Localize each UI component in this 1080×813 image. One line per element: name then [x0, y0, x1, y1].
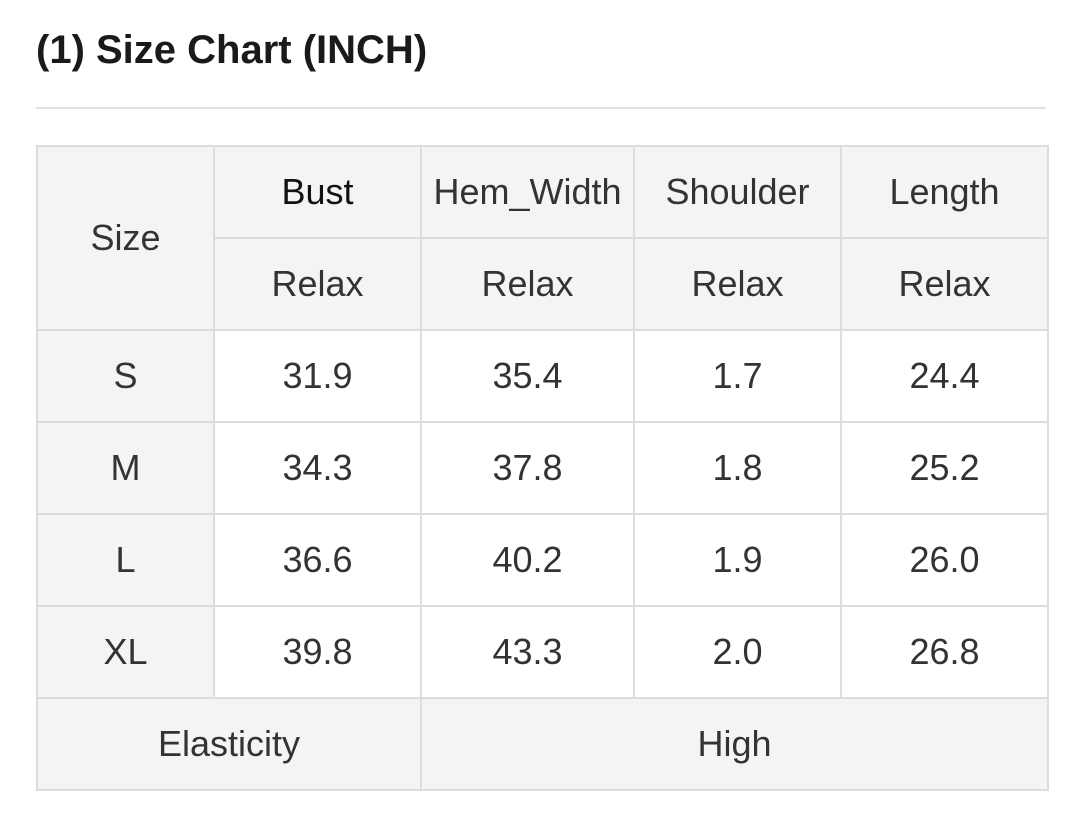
value-cell: 2.0	[633, 605, 842, 699]
page-title: (1) Size Chart (INCH)	[36, 28, 428, 72]
header-row: Size Bust Hem_Width Shoulder Length	[36, 145, 1049, 331]
subheader-cell: Relax	[213, 237, 422, 331]
value-cell: 26.8	[840, 605, 1049, 699]
size-chart-table: Size Bust Hem_Width Shoulder Length Rela…	[36, 145, 1049, 791]
subheader-row: Relax Relax Relax Relax	[37, 237, 1049, 331]
column-header-bust: Bust	[213, 145, 422, 239]
value-cell: 1.9	[633, 513, 842, 607]
value-cell: 34.3	[213, 421, 422, 515]
table-row: XL 39.8 43.3 2.0 26.8	[36, 605, 1049, 699]
value-cell: 43.3	[420, 605, 635, 699]
value-cell: 26.0	[840, 513, 1049, 607]
size-header: Size	[36, 145, 215, 331]
value-cell: 1.7	[633, 329, 842, 423]
size-cell: XL	[36, 605, 215, 699]
column-header-shoulder: Shoulder	[633, 145, 842, 239]
elasticity-value: High	[420, 697, 1049, 791]
value-cell: 39.8	[213, 605, 422, 699]
table-row: M 34.3 37.8 1.8 25.2	[36, 421, 1049, 515]
subheader-cell: Relax	[420, 237, 635, 331]
value-cell: 40.2	[420, 513, 635, 607]
column-header-hem-width: Hem_Width	[420, 145, 635, 239]
size-cell: S	[36, 329, 215, 423]
value-cell: 24.4	[840, 329, 1049, 423]
value-cell: 1.8	[633, 421, 842, 515]
value-cell: 31.9	[213, 329, 422, 423]
subheader-cell: Relax	[840, 237, 1049, 331]
column-header-length: Length	[840, 145, 1049, 239]
elasticity-row: Elasticity High	[36, 697, 1049, 791]
value-cell: 37.8	[420, 421, 635, 515]
value-cell: 36.6	[213, 513, 422, 607]
value-cell: 35.4	[420, 329, 635, 423]
table-row: L 36.6 40.2 1.9 26.0	[36, 513, 1049, 607]
table-row: S 31.9 35.4 1.7 24.4	[36, 329, 1049, 423]
value-cell: 25.2	[840, 421, 1049, 515]
divider	[36, 107, 1046, 109]
size-cell: M	[36, 421, 215, 515]
elasticity-label: Elasticity	[36, 697, 422, 791]
subheader-cell: Relax	[633, 237, 842, 331]
size-cell: L	[36, 513, 215, 607]
